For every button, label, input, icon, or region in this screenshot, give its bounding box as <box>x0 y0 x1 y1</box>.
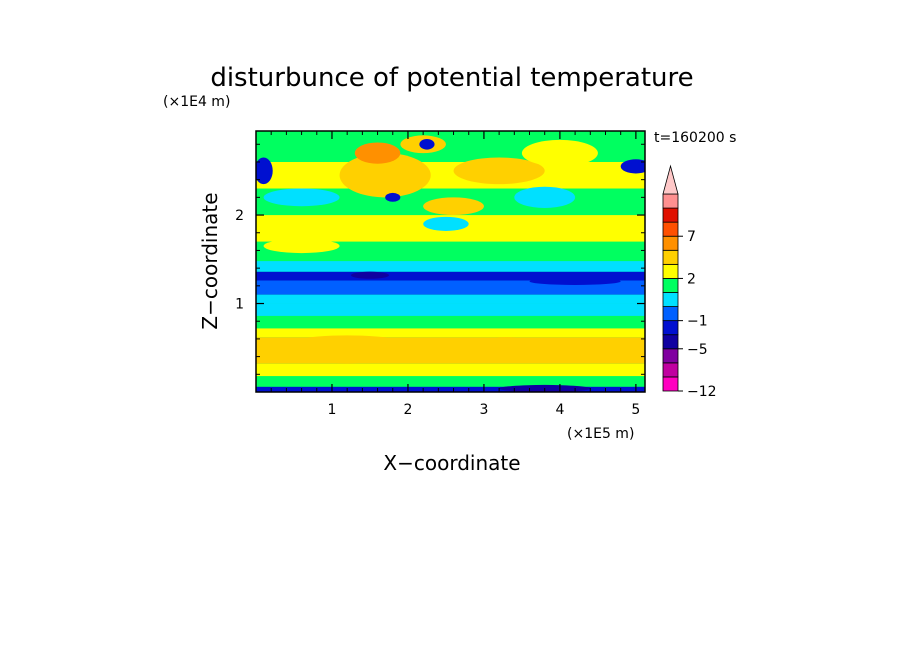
colorbar: −12−5−127 <box>662 164 717 400</box>
colorbar-box <box>662 306 679 322</box>
y-axis-label: Z−coordinate <box>198 192 222 329</box>
colorbar-box <box>662 334 679 350</box>
x-tick-label: 2 <box>403 402 412 418</box>
colorbar-box <box>662 376 679 392</box>
y-axis: 12 <box>235 143 645 375</box>
colorbar-box <box>662 278 679 293</box>
time-label: t=160200 s <box>654 130 736 146</box>
colorbar-box <box>662 235 679 251</box>
field-blob <box>263 238 340 254</box>
colorbar-tick-label: 2 <box>687 271 696 287</box>
heatmap-field <box>256 131 645 392</box>
field-blob <box>263 188 340 207</box>
colorbar-box <box>662 292 679 307</box>
field-band <box>256 328 645 338</box>
colorbar-tick-label: −5 <box>687 342 708 358</box>
field-blob <box>423 197 484 216</box>
field-band <box>256 376 645 387</box>
field-blob <box>271 335 424 364</box>
field-blob <box>354 142 401 164</box>
field-band <box>256 315 645 329</box>
field-blob <box>468 337 545 355</box>
colorbar-box <box>662 207 679 223</box>
chart-title: disturbunce of potential temperature <box>210 63 693 93</box>
x-tick-label: 5 <box>631 402 640 418</box>
field-blob <box>350 271 389 279</box>
y-tick-label: 2 <box>235 208 244 224</box>
colorbar-box <box>662 263 679 279</box>
colorbar-box <box>662 221 679 237</box>
field-blob <box>339 153 431 198</box>
field-band <box>256 303 645 316</box>
field-blob <box>423 216 469 231</box>
colorbar-box <box>662 193 679 209</box>
colorbar-tick-label: 7 <box>687 229 696 245</box>
x-tick-label: 4 <box>555 402 564 418</box>
field-band <box>256 294 645 304</box>
x-tick-label: 1 <box>328 402 337 418</box>
field-blob <box>419 138 435 150</box>
field-blob <box>453 157 545 185</box>
field-blob <box>385 192 401 202</box>
x-axis: 1 2 3 4 5 <box>270 131 640 418</box>
field-band <box>256 161 645 189</box>
y-unit-label: (×1E4 m) <box>163 94 230 110</box>
y-tick-label: 1 <box>235 297 244 313</box>
field-band <box>256 241 645 262</box>
field-band <box>256 363 645 377</box>
field-band <box>256 386 645 392</box>
colorbar-extend-arrow <box>662 164 679 195</box>
x-axis-label: X−coordinate <box>383 451 520 475</box>
plot-frame <box>255 130 646 393</box>
colorbar-box <box>662 249 679 265</box>
colorbar-box <box>662 348 679 364</box>
colorbar-box <box>662 320 679 336</box>
field-blob <box>256 157 273 185</box>
field-blob <box>529 277 621 285</box>
field-blob <box>514 186 576 208</box>
x-unit-label: (×1E5 m) <box>567 426 634 442</box>
colorbar-tick-label: −12 <box>687 384 717 400</box>
colorbar-box <box>662 362 679 378</box>
field-blob <box>620 159 645 174</box>
field-band <box>256 261 645 272</box>
field-blob <box>521 139 598 167</box>
field-band <box>256 271 645 281</box>
x-tick-label: 3 <box>479 402 488 418</box>
colorbar-tick-label: −1 <box>687 314 708 330</box>
